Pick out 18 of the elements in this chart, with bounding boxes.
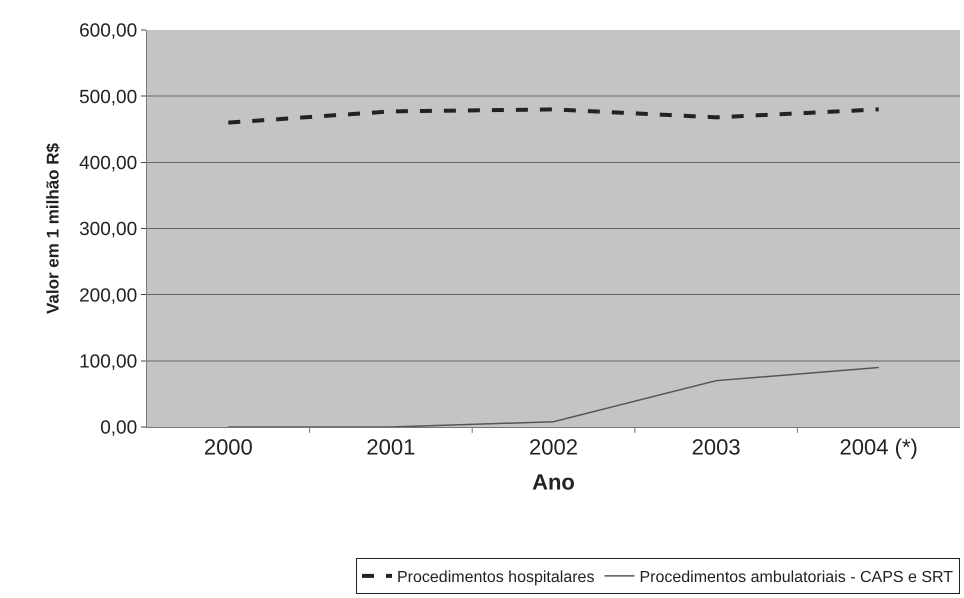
y-tick-label: 400,00 xyxy=(79,152,138,174)
legend-label: Procedimentos ambulatoriais - CAPS e SRT xyxy=(639,569,954,586)
x-tick-label: 2002 xyxy=(529,434,578,460)
x-tick-label: 2003 xyxy=(692,434,741,460)
y-axis-title: Valor em 1 milhão R$ xyxy=(44,142,63,314)
y-tick-label: 600,00 xyxy=(79,20,138,42)
y-tick-label: 200,00 xyxy=(79,285,138,306)
y-tick-label: 0,00 xyxy=(100,418,138,439)
x-axis-title: Ano xyxy=(532,469,575,494)
y-tick-label: 300,00 xyxy=(79,219,138,240)
y-tick-label: 100,00 xyxy=(79,351,138,372)
line-series xyxy=(228,366,880,427)
x-tick-label: 2000 xyxy=(204,434,253,460)
y-tick-label: 500,00 xyxy=(79,86,138,108)
line-series xyxy=(226,107,881,125)
legend-label: Procedimentos hospitalares xyxy=(397,569,594,586)
x-tick-label: 2004 (*) xyxy=(840,434,918,460)
x-tick-label: 2001 xyxy=(366,434,416,460)
